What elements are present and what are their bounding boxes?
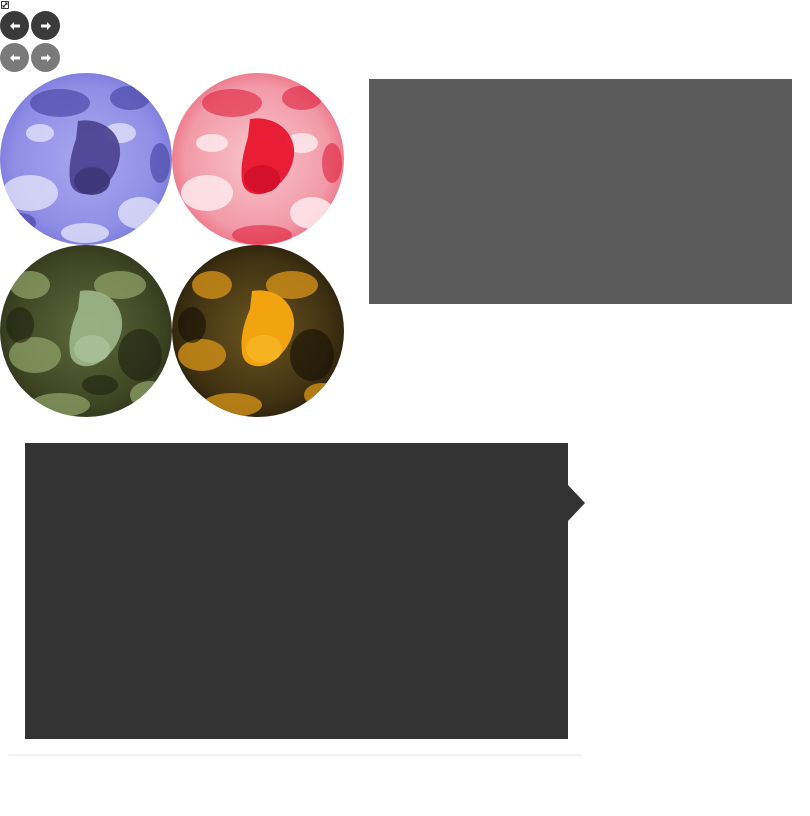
callout-pointer bbox=[568, 485, 585, 521]
divider bbox=[8, 754, 583, 758]
callout-panel bbox=[25, 443, 568, 739]
image-green[interactable] bbox=[0, 245, 172, 417]
image-red[interactable] bbox=[172, 73, 344, 245]
next-button-dark[interactable] bbox=[31, 11, 60, 40]
arrow-right-icon bbox=[40, 21, 52, 31]
arrow-left-icon bbox=[9, 53, 21, 63]
next-button-grey[interactable] bbox=[31, 43, 60, 72]
image-amber[interactable] bbox=[172, 245, 344, 417]
arrow-left-icon bbox=[9, 21, 21, 31]
preview-panel bbox=[369, 79, 792, 304]
image-blue[interactable] bbox=[0, 73, 172, 245]
expand-icon[interactable] bbox=[1, 1, 9, 9]
arrow-right-icon bbox=[40, 53, 52, 63]
prev-button-grey[interactable] bbox=[0, 43, 29, 72]
prev-button-dark[interactable] bbox=[0, 11, 29, 40]
